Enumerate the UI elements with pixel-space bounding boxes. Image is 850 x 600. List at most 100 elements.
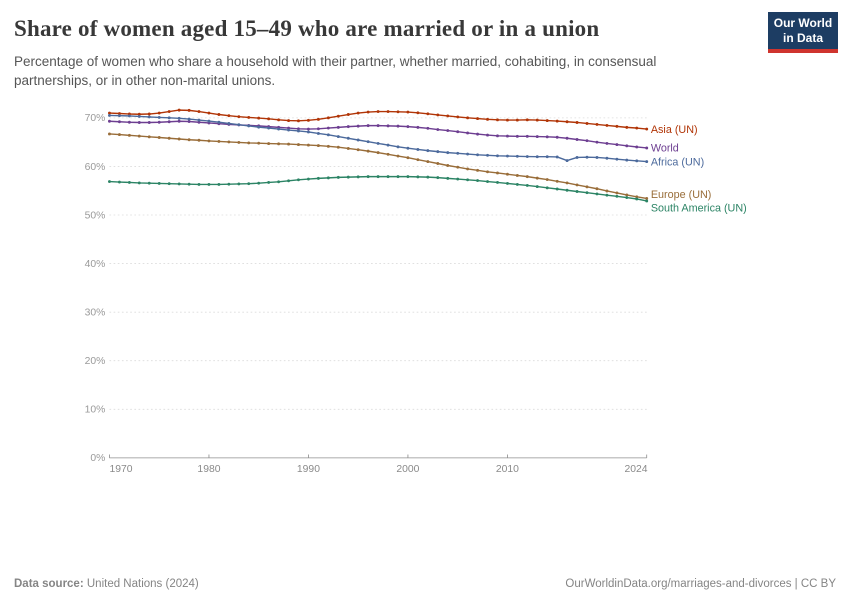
data-point (645, 197, 649, 200)
line-chart: 0% 10% 20% 30% 40% 50% 60% 70% 1970 1980 1990 2000 2… (0, 95, 850, 560)
data-point (436, 162, 440, 165)
data-point (525, 155, 529, 158)
data-point (137, 134, 141, 138)
data-point (625, 158, 629, 162)
data-point (197, 138, 201, 142)
series-label-europe-un[interactable]: Europe (UN) (651, 189, 712, 201)
data-point (525, 175, 529, 179)
data-point (297, 143, 300, 147)
x-tick-label: 2024 (624, 464, 647, 475)
data-point (456, 130, 460, 134)
data-point (227, 182, 231, 186)
data-point (506, 154, 509, 158)
data-point (396, 145, 400, 149)
data-point (127, 120, 131, 124)
data-point (386, 143, 390, 147)
series-label-south-america-un[interactable]: South America (UN) (651, 202, 747, 214)
data-point (486, 153, 489, 157)
data-point (316, 117, 320, 121)
data-point (247, 115, 251, 119)
data-point (565, 159, 569, 163)
page-title: Share of women aged 15–49 who are marrie… (14, 16, 600, 41)
x-tick-label: 2010 (496, 464, 519, 475)
data-point (535, 155, 539, 159)
data-point (436, 176, 440, 180)
data-point (645, 160, 649, 164)
data-point (545, 119, 549, 123)
data-point (555, 155, 559, 159)
x-tick-label: 1970 (109, 464, 132, 475)
data-point (297, 119, 300, 123)
data-point (635, 195, 639, 199)
data-point (515, 118, 519, 122)
data-point (127, 133, 131, 137)
line-chart-canvas: 0% 10% 20% 30% 40% 50% 60% 70% 1970 1980 1990 2000 2… (85, 108, 747, 475)
data-point (446, 129, 450, 132)
data-point (565, 188, 569, 192)
data-point (535, 176, 539, 180)
data-point (496, 118, 499, 122)
data-point (108, 119, 111, 123)
owid-logo-line1: Our World (773, 16, 833, 31)
data-point (456, 115, 460, 119)
data-point (108, 111, 111, 115)
data-point (605, 189, 609, 193)
data-point (217, 113, 221, 116)
data-point (615, 194, 619, 198)
data-point (267, 126, 271, 130)
data-point (277, 142, 281, 146)
attribution-link[interactable]: OurWorldinData.org/marriages-and-divorce… (565, 578, 836, 590)
data-source-label: Data source: (14, 578, 84, 590)
data-point (615, 143, 619, 147)
data-point (316, 176, 320, 180)
data-point (575, 138, 579, 141)
data-point (137, 112, 141, 116)
data-point (197, 120, 201, 124)
data-point (426, 149, 430, 153)
data-point (486, 170, 489, 174)
series-label-world[interactable]: World (651, 143, 679, 155)
data-point (525, 118, 529, 122)
data-point (366, 110, 370, 114)
series-label-africa-un[interactable]: Africa (UN) (651, 156, 704, 168)
data-point (406, 125, 410, 129)
data-point (436, 150, 440, 154)
y-tick-label: 20% (85, 356, 106, 367)
data-point (287, 142, 291, 146)
data-point (396, 124, 400, 128)
data-point (456, 165, 460, 169)
data-point (416, 158, 420, 162)
data-point (147, 135, 151, 139)
data-point (346, 147, 350, 150)
series-markers-europe-un (108, 132, 649, 200)
series-markers-africa-un (108, 113, 649, 164)
data-point (376, 151, 380, 155)
data-point (287, 126, 291, 130)
data-point (326, 133, 330, 137)
data-point (376, 175, 380, 179)
series-line-south-america-un[interactable] (109, 175, 647, 202)
data-point (545, 178, 549, 181)
data-point (356, 124, 360, 128)
data-point (167, 110, 171, 113)
series-label-asia-un[interactable]: Asia (UN) (651, 124, 698, 136)
owid-logo-redbar (768, 49, 838, 53)
data-point (575, 190, 579, 193)
data-point (287, 128, 291, 132)
data-point (207, 139, 211, 143)
data-point (406, 110, 410, 114)
data-point (416, 111, 420, 115)
x-tick-label: 1990 (297, 464, 320, 475)
data-point (635, 145, 639, 149)
data-point (287, 179, 291, 183)
owid-logo-box: Our World in Data (768, 12, 838, 49)
data-point (247, 124, 251, 128)
data-point (476, 179, 480, 182)
data-point (346, 136, 350, 140)
data-point (406, 156, 410, 160)
data-point (535, 135, 539, 139)
data-point (525, 134, 529, 138)
chart-subtitle: Percentage of women who share a househol… (14, 54, 657, 89)
owid-logo[interactable]: Our World in Data (768, 12, 838, 53)
data-point (396, 110, 400, 114)
